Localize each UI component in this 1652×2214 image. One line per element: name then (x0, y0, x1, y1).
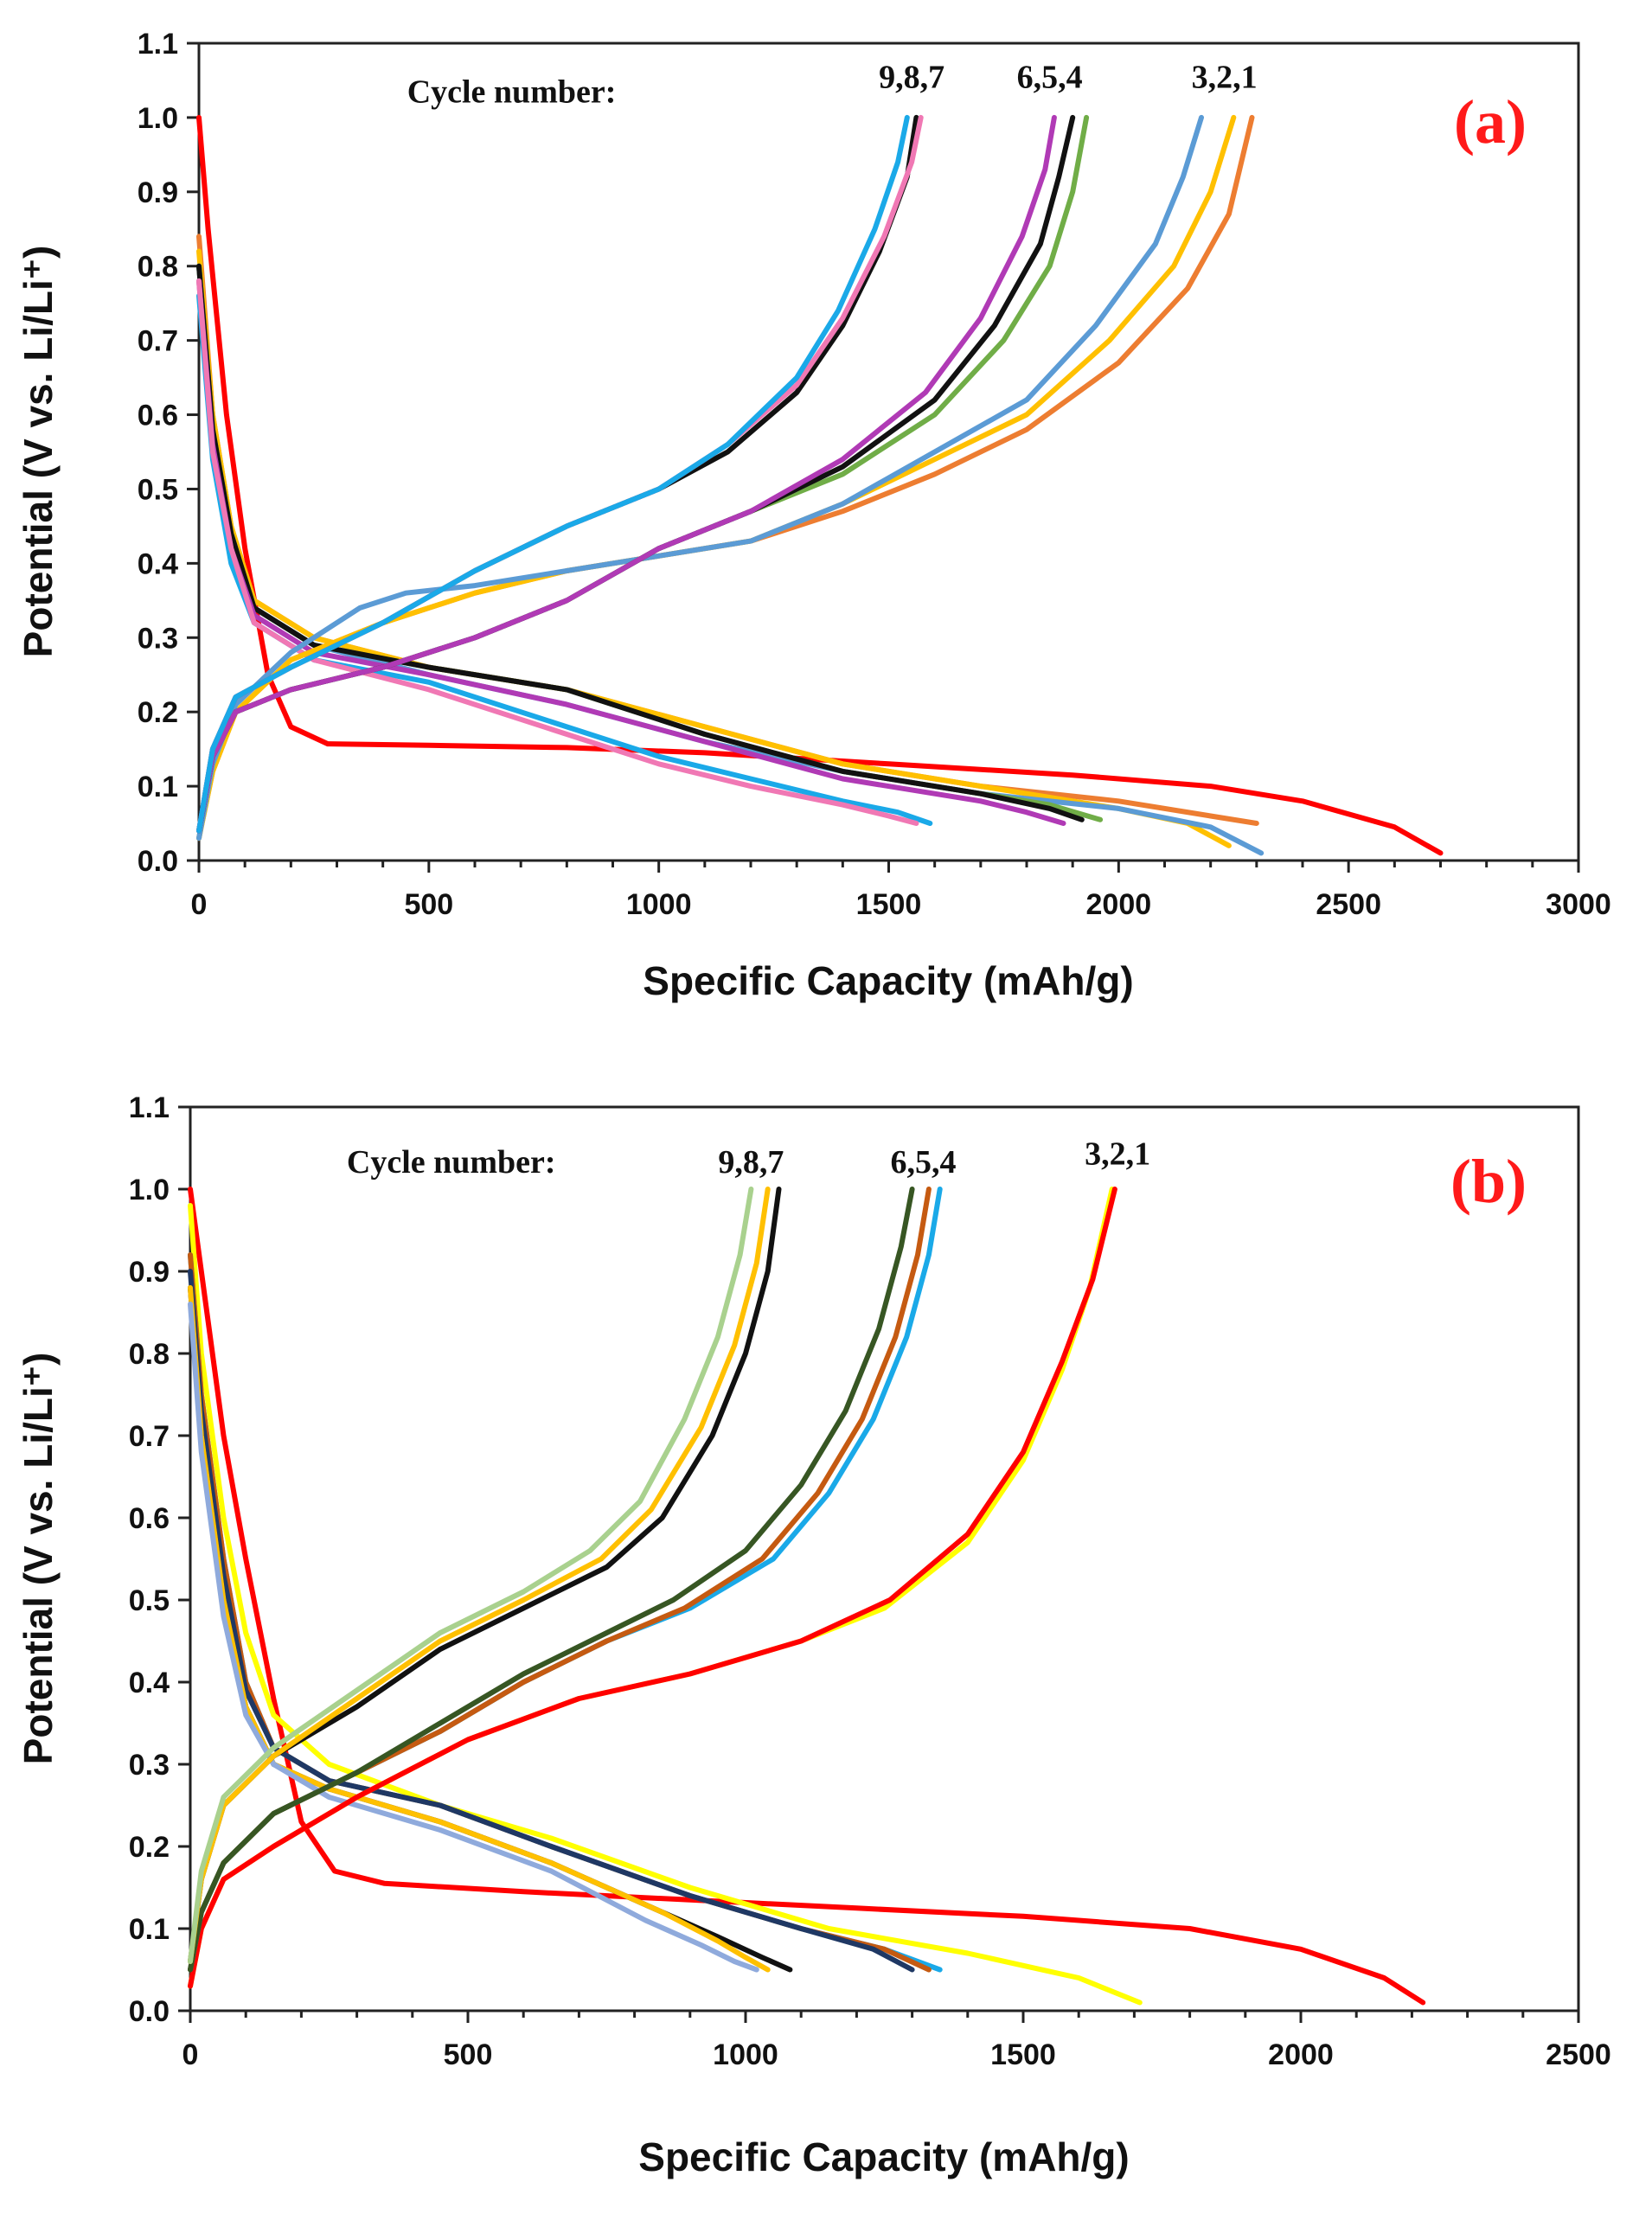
x-tick-label: 0 (191, 888, 208, 921)
y-tick-label: 0.3 (129, 1749, 170, 1782)
y-tick-label: 0.6 (138, 400, 178, 432)
y-tick-label: 0.6 (129, 1502, 170, 1535)
series-line-8 (196, 293, 933, 826)
series-group (188, 1187, 1426, 2006)
chart-a: 0 500 1000 1500 2000 2500 3000 0.0 0.1 0.2 0.3 0.4… (16, 28, 1611, 1003)
y-tick-label: 1.0 (138, 102, 178, 135)
y-tick-label: 0.7 (138, 325, 178, 358)
y-tick-label: 0.4 (138, 547, 178, 580)
y-tick-label: 0.9 (138, 176, 178, 209)
cycle-annotation: 3,2,1 (1192, 60, 1258, 96)
y-ticks: 0.0 0.1 0.2 0.3 0.4 0.5 0.6 0.7 0.8 0.9 1.0 1.1 (138, 28, 199, 878)
series-line-18 (196, 114, 910, 834)
cycle-annotation: 9,8,7 (718, 1144, 784, 1181)
y-tick-label: 1.1 (138, 28, 178, 61)
cycle-annotation: Cycle number: (407, 74, 617, 111)
series-line-9 (196, 278, 919, 826)
y-tick-label: 0.5 (138, 473, 178, 506)
series-line-6 (188, 1285, 793, 1973)
y-tick-label: 0.3 (138, 622, 178, 655)
plot-frame (189, 1105, 1580, 2012)
x-tick-label: 500 (404, 888, 453, 921)
y-tick-label: 0.0 (129, 1995, 170, 2028)
series-line-10 (188, 1187, 1117, 1989)
cycle-annotation: 9,8,7 (879, 60, 944, 96)
y-tick-label: 0.1 (129, 1913, 170, 1946)
x-ticks: 0 500 1000 1500 2000 2500 3000 (191, 861, 1611, 921)
x-tick-label: 2000 (1086, 888, 1152, 921)
series-group (196, 114, 1444, 856)
series-line-5 (196, 263, 1104, 822)
cycle-annotation: 3,2,1 (1085, 1136, 1150, 1173)
x-axis-title: Specific Capacity (mAh/g) (638, 2134, 1129, 2179)
series-line-4 (188, 1252, 932, 1973)
series-line-3 (188, 1252, 943, 1973)
x-tick-label: 1000 (626, 888, 692, 921)
x-tick-label: 2000 (1268, 2038, 1334, 2071)
y-tick-label: 0.9 (129, 1256, 170, 1289)
x-tick-label: 2500 (1316, 888, 1381, 921)
series-line-16 (188, 1187, 754, 1964)
chart-b: 0 500 1000 1500 2000 2500 0.00.10.20.30.40.50… (16, 1091, 1611, 2179)
x-axis-title: Specific Capacity (mAh/g) (643, 958, 1133, 1003)
cycle-annotation: 6,5,4 (890, 1144, 956, 1181)
y-tick-label: 0.4 (129, 1667, 170, 1699)
x-tick-label: 3000 (1546, 888, 1611, 921)
series-line-8 (188, 1302, 759, 1973)
series-line-5 (188, 1269, 915, 1973)
x-tick-label: 1500 (990, 2038, 1056, 2071)
y-tick-label: 0.5 (129, 1584, 170, 1617)
y-tick-label: 0.2 (129, 1831, 170, 1864)
series-line-15 (196, 114, 1057, 834)
panel-label: (b) (1450, 1147, 1527, 1216)
y-tick-label: 0.8 (129, 1338, 170, 1371)
y-axis-title: Potential (V vs. Li/Li⁺) (16, 1353, 61, 1765)
x-ticks: 0 500 1000 1500 2000 2500 (182, 2011, 1611, 2071)
annotations: Cycle number: 9,8,7 6,5,4 3,2,1 (407, 60, 1258, 111)
series-line-1 (196, 114, 1444, 856)
x-tick-label: 1000 (713, 2038, 778, 2071)
y-tick-label: 0.1 (138, 771, 178, 803)
series-line-1 (188, 1187, 1426, 2006)
y-tick-label: 1.1 (129, 1091, 170, 1124)
y-axis-title: Potential (V vs. Li/Li⁺) (16, 246, 61, 658)
y-tick-label: 0.2 (138, 696, 178, 729)
cycle-annotation: 6,5,4 (1017, 60, 1083, 96)
x-tick-label: 1500 (856, 888, 922, 921)
y-tick-label: 0.7 (129, 1420, 170, 1453)
x-tick-label: 0 (182, 2038, 199, 2071)
series-line-4 (196, 263, 1265, 856)
x-tick-label: 2500 (1546, 2038, 1611, 2071)
series-line-13 (188, 1187, 915, 1973)
cycle-annotation: Cycle number: (347, 1144, 556, 1181)
series-line-12 (196, 114, 1204, 841)
y-tick-label: 0.8 (138, 251, 178, 284)
annotations: Cycle number: 9,8,7 6,5,4 3,2,1 (347, 1136, 1150, 1181)
series-line-6 (196, 263, 1085, 822)
y-tick-label: 0.0 (138, 845, 178, 878)
y-ticks: 0.0 0.1 0.2 0.3 0.4 0.5 0.6 0.7 0.8 0.9 1.0 1.1 (129, 1091, 190, 2028)
plot-frame (197, 42, 1580, 862)
panel-label: (a) (1454, 87, 1527, 157)
x-tick-label: 500 (444, 2038, 493, 2071)
y-tick-label: 1.0 (129, 1174, 170, 1206)
